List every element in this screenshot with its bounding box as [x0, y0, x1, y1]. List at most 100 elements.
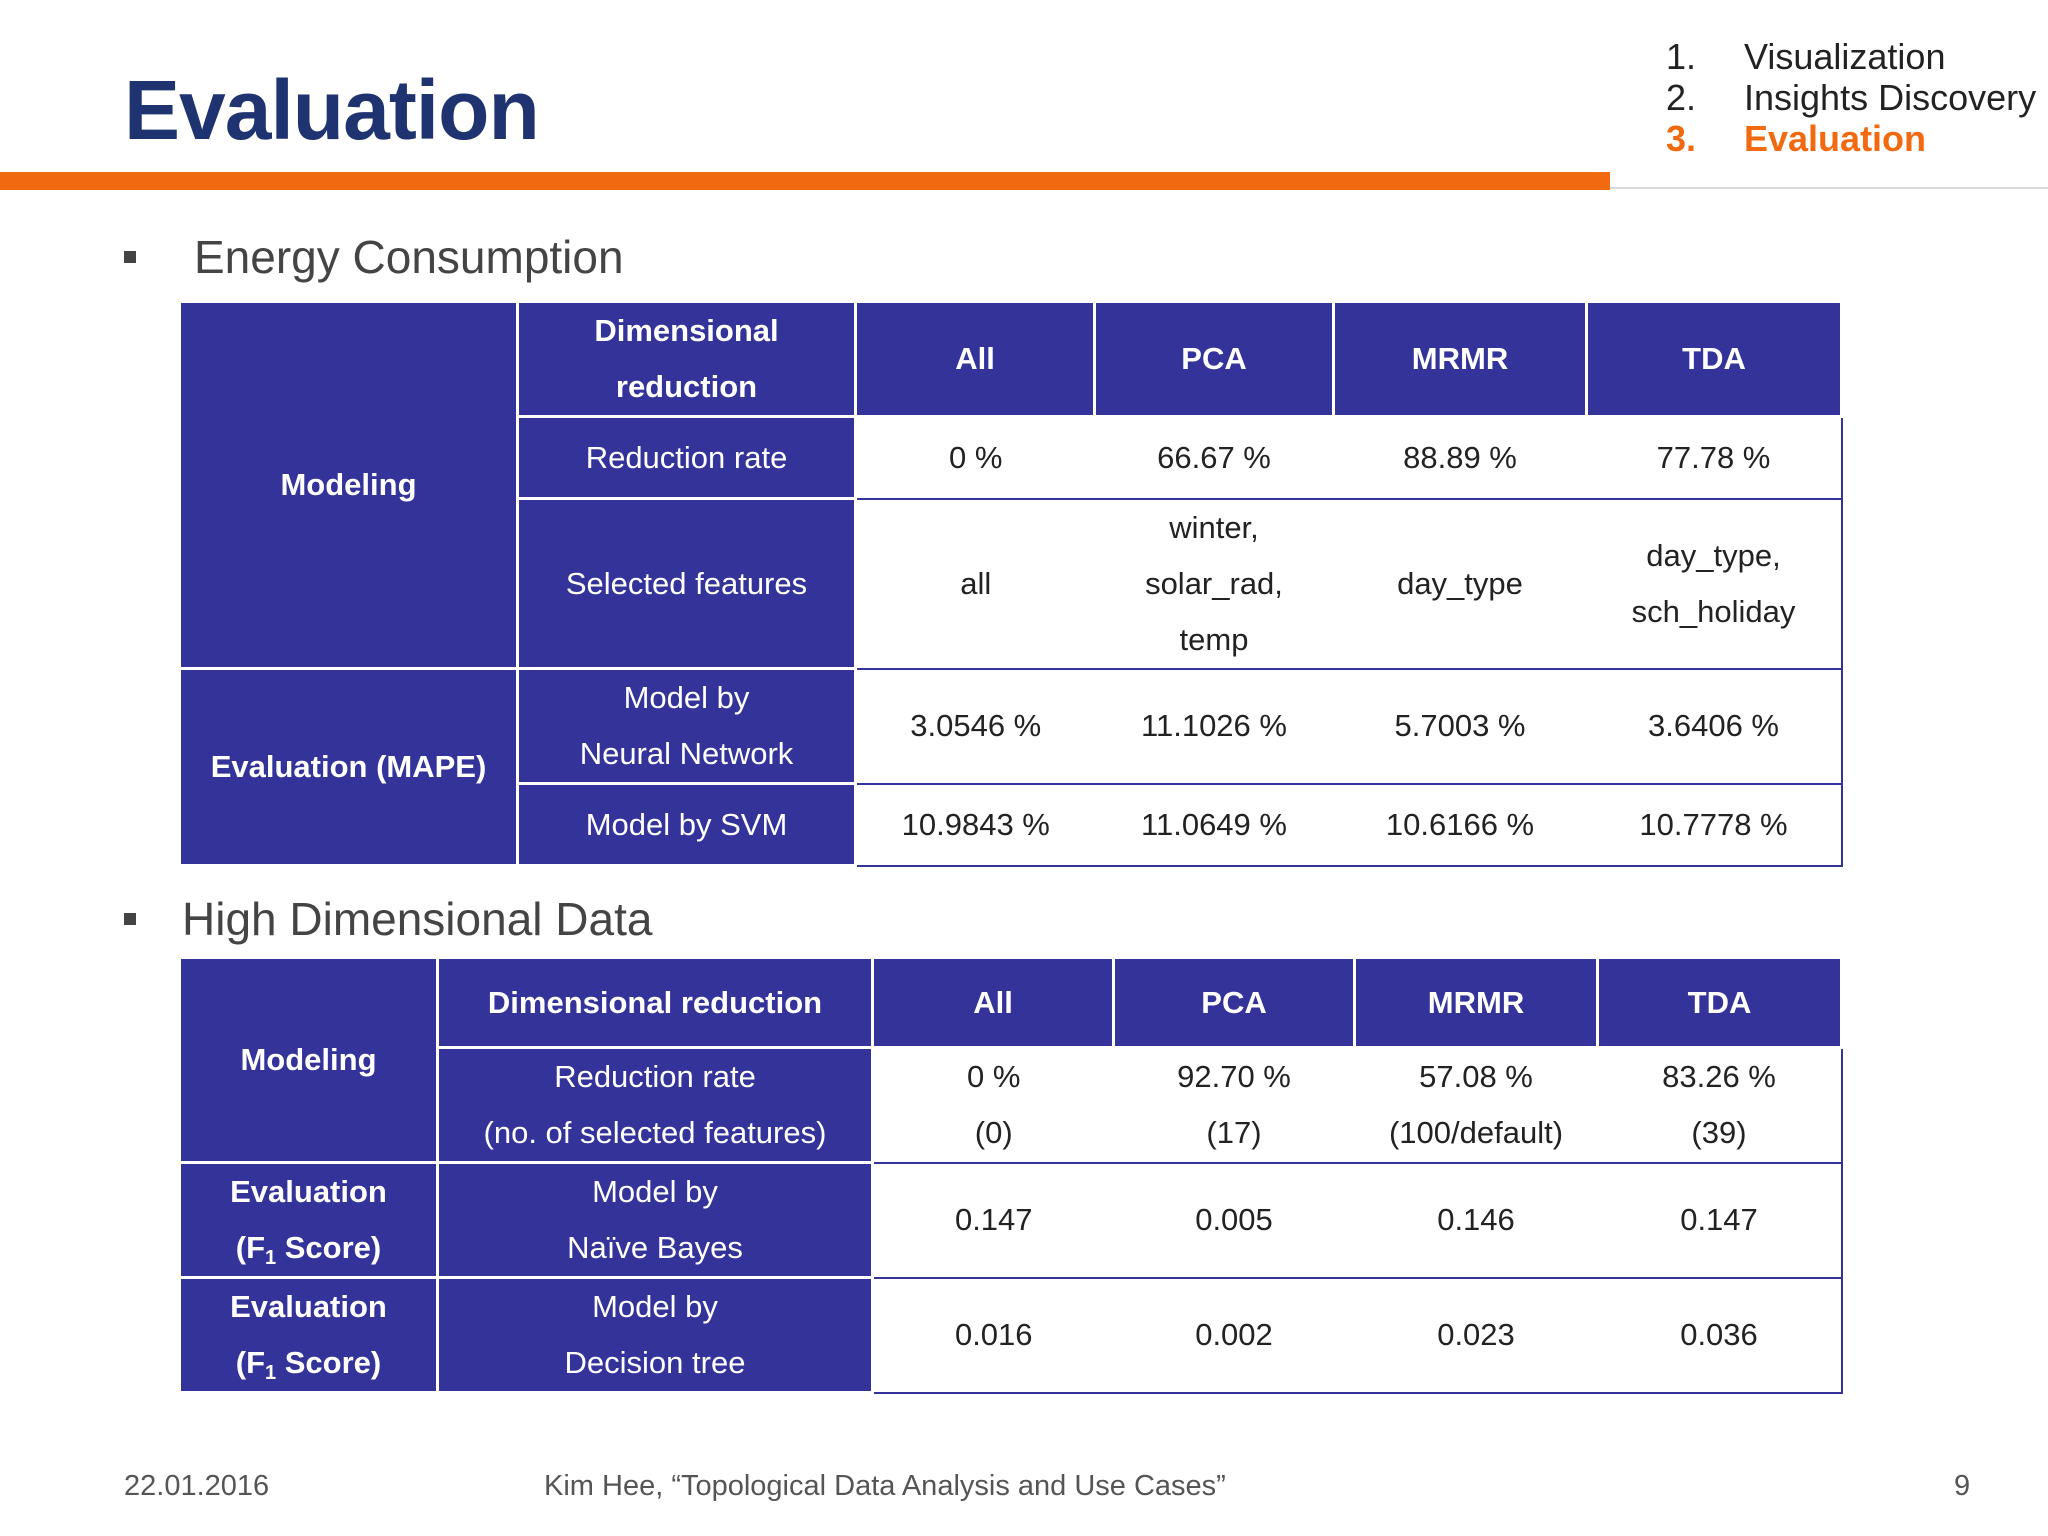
eval-line: (F1 Score): [181, 1220, 436, 1276]
table-cell: 0.016: [872, 1277, 1114, 1394]
eval-text: (F: [235, 1345, 266, 1380]
table-cell: 10.6166 %: [1333, 783, 1587, 867]
nav-item-number: 2.: [1666, 77, 1697, 118]
table-cell: 0.005: [1113, 1162, 1355, 1279]
bullet-icon: [124, 251, 136, 263]
high-dimensional-table: Modeling Dimensional reduction All PCA M…: [178, 956, 1843, 1394]
modeling-header: Modeling: [178, 956, 439, 1164]
rr-value: 92.70 %: [1177, 1059, 1291, 1095]
dim-reduction-header: Dimensional reduction: [516, 300, 857, 418]
table-row: Selected features all winter, solar_rad,…: [180, 497, 1843, 670]
dim-reduction-line: reduction: [615, 369, 758, 404]
reduction-rate-label: Reduction rate: [516, 415, 857, 500]
rr-count: (39): [1691, 1115, 1747, 1151]
section-title: High Dimensional Data: [182, 893, 653, 945]
header-rule: [1610, 187, 2048, 189]
nav-item-evaluation[interactable]: 3. Evaluation: [1666, 118, 2036, 159]
rr-value: 57.08 %: [1419, 1059, 1533, 1095]
rr-value: 83.26 %: [1662, 1059, 1776, 1095]
column-header-mrmr: MRMR: [1332, 300, 1588, 418]
table-cell: 66.67 %: [1094, 416, 1334, 500]
table-cell: 0.023: [1354, 1277, 1598, 1394]
title-divider: [0, 172, 1610, 190]
table-cell: winter, solar_rad, temp: [1094, 498, 1334, 670]
section-heading-high-dimensional: High Dimensional Data: [124, 892, 652, 946]
feature-line: day_type,: [1646, 537, 1781, 573]
evaluation-mape-header: Evaluation (MAPE): [178, 667, 519, 867]
eval-subscript: 1: [265, 1362, 277, 1384]
table-cell: 92.70 % (17): [1113, 1047, 1355, 1164]
nav-item-visualization[interactable]: 1. Visualization: [1666, 36, 2036, 77]
table-row: Evaluation (MAPE) Model by Neural Networ…: [178, 667, 1843, 867]
column-header-tda: TDA: [1596, 956, 1843, 1049]
table-cell: 57.08 % (100/default): [1354, 1047, 1598, 1164]
table-cell: 88.89 %: [1333, 416, 1587, 500]
table-cell: 0.002: [1113, 1277, 1355, 1394]
table-row: Evaluation (F1 Score) Model by Decision …: [178, 1276, 1843, 1394]
nav-item-label: Evaluation: [1744, 118, 1927, 159]
column-header-pca: PCA: [1112, 956, 1356, 1049]
section-heading-energy: Energy Consumption: [124, 230, 624, 284]
table-cell: 83.26 % (39): [1597, 1047, 1843, 1164]
evaluation-f1-header: Evaluation (F1 Score): [178, 1161, 439, 1279]
column-header-mrmr: MRMR: [1353, 956, 1599, 1049]
table-cell: 5.7003 %: [1333, 668, 1587, 785]
column-header-all: All: [871, 956, 1115, 1049]
table-row: Model by SVM 10.9843 % 11.0649 % 10.6166…: [180, 782, 1843, 867]
table-cell: all: [855, 498, 1095, 670]
nav-item-label: Visualization: [1744, 36, 1946, 77]
feature-line: winter,: [1169, 509, 1259, 545]
dt-label-line: Model by: [592, 1289, 718, 1324]
feature-line: temp: [1179, 621, 1249, 657]
nn-label-line: Neural Network: [579, 736, 794, 771]
nav-item-number: 3.: [1666, 118, 1697, 159]
table-cell: day_type: [1333, 498, 1587, 670]
table-cell: 10.7778 %: [1586, 783, 1843, 867]
nb-label-line: Naïve Bayes: [567, 1230, 743, 1265]
rr-count: (0): [974, 1115, 1013, 1151]
table-cell: 11.0649 %: [1094, 783, 1334, 867]
page-number: 9: [1954, 1470, 1971, 1502]
table-cell: day_type, sch_holiday: [1586, 498, 1843, 670]
nn-label-line: Model by: [623, 680, 750, 715]
nav-item-label: Insights Discovery: [1744, 77, 2037, 118]
rr-label-line: (no. of selected features): [483, 1115, 827, 1150]
reduction-rate-label: Reduction rate (no. of selected features…: [436, 1046, 874, 1164]
rr-count: (100/default): [1388, 1115, 1564, 1151]
nav-item-insights-discovery[interactable]: 2. Insights Discovery: [1666, 77, 2036, 118]
table-cell: 0.146: [1354, 1162, 1598, 1279]
column-header-all: All: [854, 300, 1096, 418]
dim-reduction-header: Dimensional reduction: [436, 956, 874, 1049]
column-header-pca: PCA: [1093, 300, 1335, 418]
eval-text: Score): [276, 1230, 382, 1265]
selected-features-label: Selected features: [516, 497, 857, 670]
table-row: Reduction rate (no. of selected features…: [180, 1046, 1843, 1164]
eval-text: (F: [235, 1230, 266, 1265]
bullet-icon: [124, 913, 136, 925]
eval-line: (F1 Score): [181, 1335, 436, 1391]
eval-text: Score): [276, 1345, 382, 1380]
feature-line: sch_holiday: [1631, 593, 1796, 629]
table-cell: 3.6406 %: [1586, 668, 1843, 785]
feature-line: day_type: [1397, 565, 1523, 601]
feature-line: solar_rad,: [1145, 565, 1283, 601]
eval-subscript: 1: [265, 1247, 277, 1269]
page-title: Evaluation: [124, 63, 540, 157]
table-cell: 10.9843 %: [855, 783, 1095, 867]
table-cell: 11.1026 %: [1094, 668, 1334, 785]
rr-value: 0 %: [967, 1059, 1021, 1095]
footer-date: 22.01.2016: [124, 1470, 270, 1502]
dim-reduction-line: Dimensional: [594, 313, 779, 348]
nn-label: Model by Neural Network: [516, 667, 857, 785]
table-cell: 77.78 %: [1586, 416, 1843, 500]
decision-tree-label: Model by Decision tree: [436, 1276, 874, 1394]
agenda-nav: 1. Visualization 2. Insights Discovery 3…: [1666, 36, 2036, 159]
table-cell: 0 %: [855, 416, 1095, 500]
table-cell: 0.036: [1597, 1277, 1843, 1394]
eval-line: Evaluation: [230, 1174, 387, 1209]
table-cell: 0 % (0): [872, 1047, 1114, 1164]
evaluation-f1-header: Evaluation (F1 Score): [178, 1276, 439, 1394]
table-cell: 0.147: [1597, 1162, 1843, 1279]
dt-label-line: Decision tree: [564, 1345, 746, 1380]
modeling-header: Modeling: [178, 300, 519, 670]
